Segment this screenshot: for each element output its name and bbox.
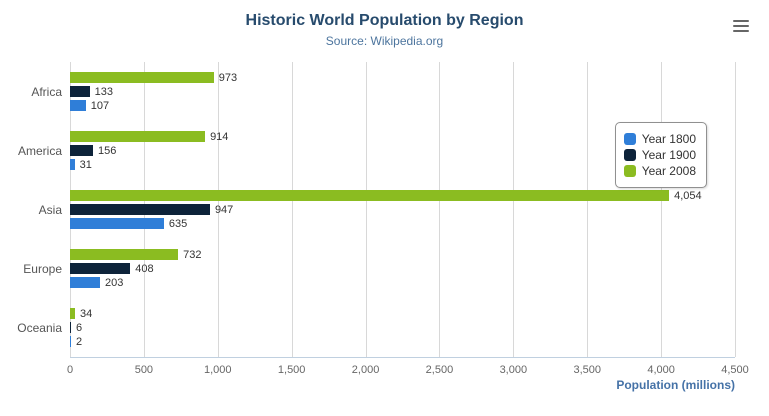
plot-area: 973 133 107 914 156 31 4,054 947 635 732 408 203 34 6…	[70, 62, 736, 358]
gridline	[291, 62, 293, 357]
legend-item-year-1900[interactable]: Year 1900	[623, 148, 696, 162]
data-label: 203	[104, 277, 124, 289]
x-tick-label: 1,000	[204, 364, 232, 376]
data-label: 408	[135, 263, 154, 275]
bar-year-1800[interactable]	[70, 159, 75, 170]
y-category-label: Oceania	[17, 320, 62, 335]
bar-year-2008[interactable]	[70, 72, 214, 83]
bar-year-2008[interactable]	[70, 190, 670, 201]
x-tick-label: 3,500	[573, 364, 601, 376]
gridline	[661, 62, 663, 357]
bar-year-1900[interactable]	[70, 145, 94, 156]
legend-item-label: Year 1800	[641, 132, 696, 146]
y-category-label: Europe	[23, 261, 62, 276]
x-tick-label: 0	[66, 364, 74, 376]
bar-year-1900[interactable]	[70, 86, 90, 97]
bar-year-1900[interactable]	[70, 322, 71, 333]
x-tick-label: 2,000	[351, 364, 380, 376]
bar-year-2008[interactable]	[70, 308, 76, 319]
hamburger-icon	[733, 25, 749, 27]
bar-year-1800[interactable]	[70, 100, 86, 111]
data-label: 6	[76, 322, 83, 334]
x-tick-label: 4,500	[721, 364, 749, 376]
legend: Year 1800 Year 1900 Year 2008	[614, 122, 707, 188]
data-label: 914	[210, 131, 229, 143]
legend-item-year-2008[interactable]: Year 2008	[623, 164, 696, 178]
y-category-label: Asia	[38, 202, 62, 217]
export-menu-button[interactable]	[731, 18, 751, 34]
legend-swatch-icon	[623, 165, 636, 177]
data-label: 34	[80, 308, 93, 320]
bar-year-1800[interactable]	[70, 336, 71, 347]
legend-swatch-icon	[623, 149, 636, 161]
gridline	[735, 62, 736, 357]
y-category-label: America	[17, 143, 62, 158]
legend-item-label: Year 1900	[641, 148, 696, 162]
data-label: 973	[218, 72, 238, 84]
legend-item-label: Year 2008	[641, 164, 696, 178]
hamburger-icon	[733, 30, 749, 32]
legend-item-year-1800[interactable]: Year 1800	[623, 132, 696, 146]
data-label: 133	[94, 86, 113, 98]
x-tick-label: 4,000	[647, 364, 675, 376]
data-label: 4,054	[674, 190, 702, 202]
hamburger-icon	[733, 20, 749, 22]
x-tick-label: 3,000	[499, 364, 528, 376]
bar-year-1800[interactable]	[70, 277, 100, 288]
x-tick-label: 1,500	[277, 364, 306, 376]
x-tick-label: 500	[134, 364, 154, 376]
data-label: 732	[183, 249, 202, 261]
data-label: 156	[98, 145, 117, 157]
gridline	[217, 62, 219, 357]
bar-year-2008[interactable]	[70, 249, 179, 260]
gridline	[365, 62, 367, 357]
data-label: 31	[79, 159, 92, 171]
bar-year-1900[interactable]	[70, 263, 131, 274]
gridline	[513, 62, 515, 357]
bar-year-2008[interactable]	[70, 131, 206, 142]
data-label: 635	[168, 218, 188, 230]
bar-year-1900[interactable]	[70, 204, 210, 215]
chart-title: Historic World Population by Region	[245, 12, 524, 29]
bar-year-1800[interactable]	[70, 218, 164, 229]
data-label: 2	[76, 336, 83, 348]
legend-swatch-icon	[623, 133, 636, 145]
x-axis-title: Population (millions)	[616, 378, 735, 392]
data-label: 107	[90, 100, 110, 112]
gridline	[587, 62, 589, 357]
y-category-label: Africa	[31, 84, 62, 99]
x-tick-label: 2,500	[425, 364, 454, 376]
chart-subtitle: Source: Wikipedia.org	[325, 34, 444, 48]
gridline	[439, 62, 441, 357]
data-label: 947	[214, 204, 234, 216]
